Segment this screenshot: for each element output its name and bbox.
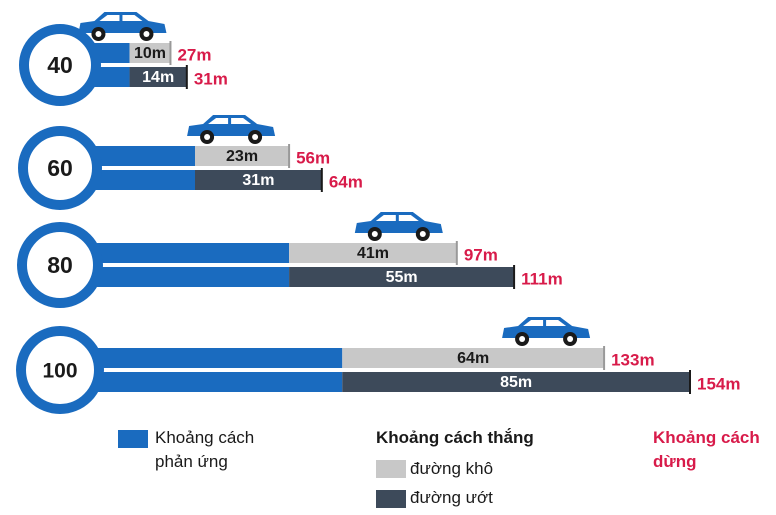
braking-label: 85m: [500, 374, 532, 391]
car-icon: [187, 115, 276, 144]
reaction-bar: [60, 267, 290, 287]
braking-bar: [289, 243, 457, 263]
legend-title: Khoảng cách thắng: [376, 428, 534, 447]
speed-label: 60: [47, 155, 73, 181]
car-window: [208, 118, 229, 124]
car-hub: [371, 231, 378, 237]
braking-label: 10m: [134, 45, 166, 62]
car-hub: [95, 31, 102, 37]
car-hub: [204, 134, 211, 140]
braking-label: 14m: [142, 69, 174, 86]
stopping-label: 31m: [194, 69, 228, 88]
stopping-label: 111m: [521, 269, 563, 288]
speed-sign: [18, 126, 102, 210]
braking-bar: [289, 267, 515, 287]
car-window: [231, 118, 252, 124]
car-icon: [78, 12, 167, 41]
legend-label: Khoảng cách phản ứng: [155, 428, 255, 471]
reaction-bar: [60, 348, 343, 368]
reaction-bar: [60, 243, 290, 263]
car-hub: [567, 336, 574, 342]
legend-swatch: [118, 430, 148, 448]
speed-sign: [17, 222, 103, 308]
stopping-label: 97m: [464, 245, 498, 264]
car-hub: [252, 134, 259, 140]
car-icon: [502, 317, 591, 346]
stopping-label: 154m: [697, 374, 740, 393]
car-hub: [143, 31, 150, 37]
legend-label: đường ướt: [410, 488, 493, 507]
car-window: [546, 320, 567, 326]
car-window: [122, 15, 143, 21]
car-window: [398, 215, 419, 221]
braking-bar: [195, 146, 290, 166]
car-icon: [354, 212, 443, 241]
legend-label: Khoảng cách dừng: [653, 428, 760, 471]
speed-sign: [16, 326, 104, 414]
braking-bar: [129, 67, 187, 87]
car-window: [375, 215, 396, 221]
speed-label: 80: [47, 252, 73, 278]
car-hub: [419, 231, 426, 237]
braking-bar: [342, 372, 690, 392]
stopping-label: 27m: [177, 45, 211, 64]
braking-label: 23m: [226, 148, 258, 165]
stopping-label: 64m: [329, 172, 363, 191]
stopping-label: 56m: [296, 148, 330, 167]
braking-label: 64m: [457, 350, 489, 367]
braking-bar: [342, 348, 605, 368]
car-window: [99, 15, 120, 21]
legend-swatch: [376, 490, 406, 508]
car-window: [523, 320, 544, 326]
speed-label: 40: [47, 52, 73, 78]
legend-label: đường khô: [410, 459, 494, 478]
car-hub: [519, 336, 526, 342]
braking-label: 55m: [386, 269, 418, 286]
stopping-label: 133m: [611, 350, 654, 369]
braking-bar: [195, 170, 322, 190]
braking-label: 41m: [357, 245, 389, 262]
speed-sign: [19, 24, 101, 106]
braking-label: 31m: [242, 172, 274, 189]
speed-label: 100: [42, 360, 77, 383]
legend-swatch: [376, 460, 406, 478]
braking-bar: [129, 43, 171, 63]
reaction-bar: [60, 372, 343, 392]
